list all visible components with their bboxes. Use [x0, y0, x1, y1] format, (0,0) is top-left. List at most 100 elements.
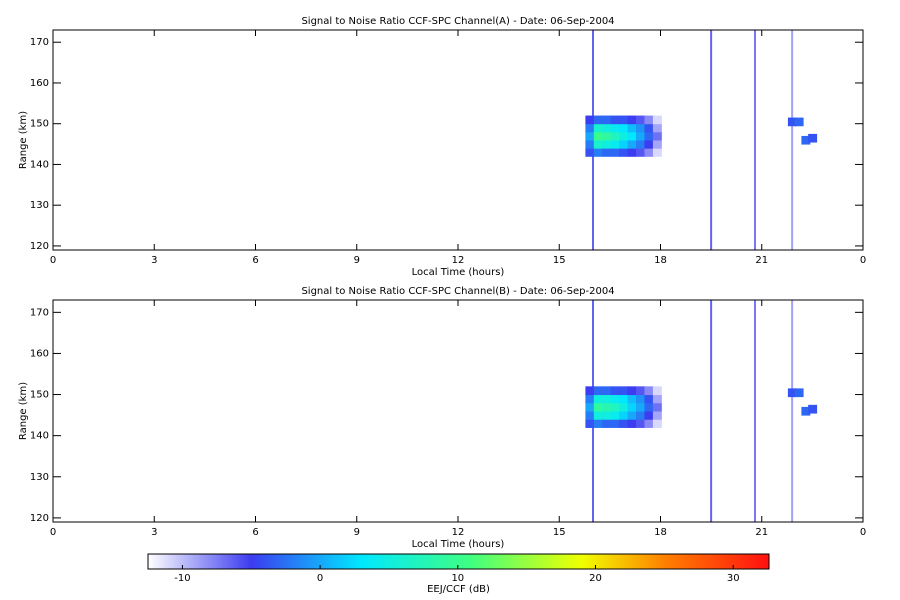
heatmap-cell: [585, 131, 595, 141]
y-tick-label: 130: [30, 472, 49, 483]
heatmap-cell: [610, 131, 620, 141]
x-tick-label: 0: [860, 255, 866, 266]
heatmap-cell: [593, 131, 603, 141]
heatmap-cell: [610, 419, 620, 428]
heatmap-cell: [627, 386, 637, 396]
heatmap-cell: [636, 131, 645, 141]
heatmap-cell: [644, 115, 654, 125]
heatmap-cell: [619, 394, 629, 404]
y-tick-label: 140: [30, 431, 49, 442]
heatmap-cell: [610, 123, 620, 133]
y-tick-label: 150: [30, 390, 49, 401]
heatmap-cell: [585, 411, 595, 420]
x-tick-label: 9: [354, 527, 360, 538]
heatmap-cell: [627, 402, 637, 412]
y-tick-label: 160: [30, 348, 49, 359]
chart-title: Signal to Noise Ratio CCF-SPC Channel(A)…: [301, 16, 614, 27]
echo-streak: [710, 30, 713, 250]
heatmap-cell: [627, 123, 637, 133]
heatmap-cell: [644, 140, 654, 149]
echo-streak: [791, 300, 794, 522]
heatmap-cell: [619, 402, 629, 412]
x-tick-label: 21: [755, 255, 768, 266]
heatmap-cell: [610, 386, 620, 396]
heatmap-cell: [808, 404, 818, 414]
heatmap-cell: [602, 419, 612, 428]
heatmap-cell: [636, 123, 645, 133]
heatmap-cell: [602, 386, 612, 396]
heatmap-cell: [644, 394, 654, 404]
x-tick-label: 12: [452, 255, 465, 266]
y-tick-label: 170: [30, 307, 49, 318]
heatmap-cell: [619, 115, 629, 125]
x-tick-label: 0: [50, 527, 56, 538]
heatmap-cell: [652, 402, 662, 412]
heatmap-cell: [644, 419, 654, 428]
colorbar: [147, 553, 770, 570]
heatmap-cell: [652, 394, 662, 404]
heatmap-cell: [619, 123, 629, 133]
heatmap-cell: [636, 115, 645, 125]
heatmap-cell: [585, 386, 595, 396]
echo-streak: [754, 300, 756, 522]
y-tick-label: 160: [30, 78, 49, 89]
colorbar-tick-label: 0: [317, 573, 323, 584]
heatmap-cell: [636, 140, 645, 149]
heatmap-cell: [652, 140, 662, 149]
y-tick-label: 130: [30, 200, 49, 211]
heatmap-cell: [585, 123, 595, 133]
colorbar-tick-label: 20: [589, 573, 602, 584]
heatmap-cell: [585, 394, 595, 404]
heatmap-cell: [801, 135, 811, 145]
echo-streak: [791, 30, 794, 250]
heatmap-cell: [602, 394, 612, 404]
heatmap-cell: [602, 402, 612, 412]
plot-frame: [52, 29, 864, 251]
heatmap-cell: [636, 402, 645, 412]
heatmap-cell: [787, 388, 797, 398]
echo-streak: [710, 300, 713, 522]
heatmap-cell: [593, 140, 603, 149]
chart-title: Signal to Noise Ratio CCF-SPC Channel(B)…: [301, 286, 614, 297]
heatmap-cell: [652, 115, 662, 125]
heatmap-cell: [652, 123, 662, 133]
heatmap-cell: [593, 402, 603, 412]
heatmap-cell: [593, 123, 603, 133]
heatmap-cell: [787, 117, 797, 127]
heatmap-cell: [610, 402, 620, 412]
heatmap-cell: [610, 115, 620, 125]
heatmap-cell: [627, 115, 637, 125]
heatmap-cell: [593, 115, 603, 125]
heatmap-cell: [636, 411, 645, 420]
heatmap-cell: [602, 123, 612, 133]
heatmap-cell: [644, 148, 654, 157]
echo-streak: [754, 30, 756, 250]
x-tick-label: 3: [151, 255, 157, 266]
x-tick-label: 21: [755, 527, 768, 538]
heatmap-cell: [602, 411, 612, 420]
heatmap-cell: [593, 419, 603, 428]
heatmap-cell: [593, 148, 603, 157]
heatmap-cell: [585, 115, 595, 125]
heatmap-cell: [636, 386, 645, 396]
heatmap-cell: [636, 148, 645, 157]
x-tick-label: 12: [452, 527, 465, 538]
x-tick-label: 0: [860, 527, 866, 538]
colorbar-tick-label: -10: [174, 573, 190, 584]
y-tick-label: 140: [30, 159, 49, 170]
heatmap-cell: [652, 131, 662, 141]
heatmap-cell: [610, 394, 620, 404]
heatmap-cell: [619, 148, 629, 157]
heatmap-cell: [627, 411, 637, 420]
heatmap-cell: [610, 411, 620, 420]
heatmap-cell: [619, 386, 629, 396]
heatmap-cell: [636, 394, 645, 404]
heatmap-cell: [652, 386, 662, 396]
y-axis-label: Range (km): [18, 382, 29, 440]
colorbar-label: EEJ/CCF (dB): [427, 584, 490, 595]
x-tick-label: 6: [252, 527, 258, 538]
heatmap-cell: [627, 419, 637, 428]
heatmap-cell: [593, 411, 603, 420]
heatmap-cell: [585, 402, 595, 412]
heatmap-cell: [585, 148, 595, 157]
